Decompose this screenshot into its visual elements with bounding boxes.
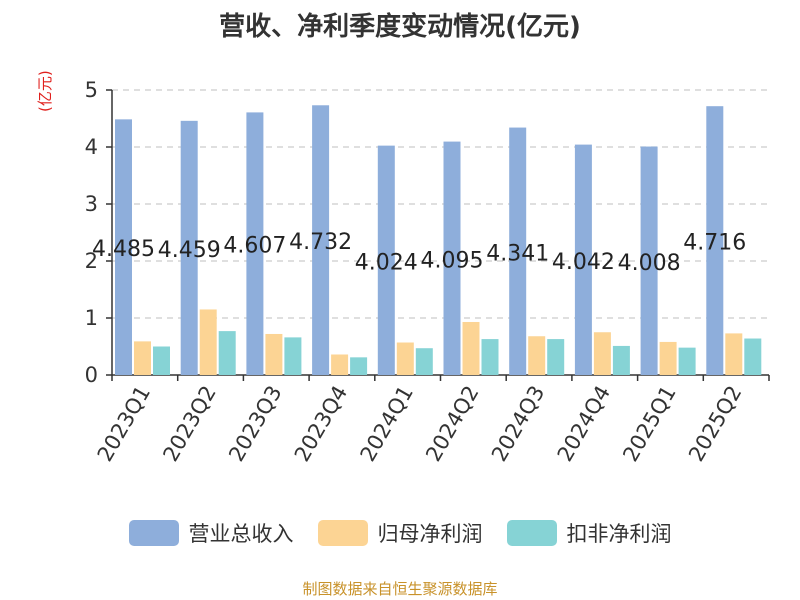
bar bbox=[199, 309, 217, 375]
legend-swatch-revenue bbox=[128, 520, 179, 546]
bar bbox=[443, 141, 461, 375]
y-tick-label: 0 bbox=[85, 363, 98, 387]
bar bbox=[612, 345, 630, 375]
bar bbox=[574, 144, 592, 375]
bar bbox=[284, 337, 302, 375]
x-tick-label: 2024Q1 bbox=[356, 382, 418, 466]
x-tick-label: 2025Q2 bbox=[684, 382, 746, 466]
bar bbox=[115, 119, 132, 375]
data-label: 4.732 bbox=[289, 230, 352, 255]
y-tick-label: 3 bbox=[85, 192, 98, 216]
bar bbox=[678, 347, 696, 375]
data-source-note: 制图数据来自恒生聚源数据库 bbox=[302, 580, 498, 598]
data-label: 4.024 bbox=[355, 250, 418, 275]
legend-item-net-profit[interactable]: 归母净利润 bbox=[317, 518, 483, 548]
bar bbox=[593, 332, 611, 375]
data-label: 4.716 bbox=[683, 231, 746, 256]
legend: 营业总收入 归母净利润 扣非净利润 bbox=[0, 518, 800, 548]
legend-label-revenue: 营业总收入 bbox=[188, 522, 294, 546]
data-label: 4.341 bbox=[486, 241, 549, 266]
bar bbox=[246, 112, 264, 375]
bar bbox=[659, 341, 677, 375]
x-tick-label: 2023Q3 bbox=[224, 382, 286, 466]
data-label: 4.459 bbox=[158, 238, 221, 263]
data-label: 4.485 bbox=[92, 237, 155, 262]
bar bbox=[134, 341, 151, 375]
bar bbox=[312, 105, 330, 375]
bar bbox=[481, 339, 499, 375]
y-tick-label: 5 bbox=[85, 78, 98, 102]
data-label: 4.095 bbox=[421, 248, 484, 273]
bar bbox=[180, 120, 198, 375]
data-label: 4.008 bbox=[618, 251, 681, 276]
bar bbox=[415, 348, 433, 375]
chart-title: 营收、净利季度变动情况(亿元) bbox=[219, 12, 581, 42]
bar bbox=[462, 321, 480, 375]
bar bbox=[547, 339, 565, 375]
data-label: 4.607 bbox=[223, 234, 286, 259]
x-tick-label: 2023Q4 bbox=[290, 382, 352, 466]
y-tick-label: 2 bbox=[85, 249, 98, 273]
x-tick-label: 2023Q1 bbox=[93, 382, 155, 466]
x-tick-label: 2024Q2 bbox=[421, 381, 483, 465]
legend-item-revenue[interactable]: 营业总收入 bbox=[128, 518, 294, 548]
x-tick-label: 2023Q2 bbox=[158, 382, 220, 466]
bar bbox=[377, 145, 395, 375]
legend-item-non-gaap[interactable]: 扣非净利润 bbox=[506, 518, 672, 548]
x-tick-label: 2024Q4 bbox=[553, 382, 615, 466]
bar bbox=[350, 357, 368, 375]
bar bbox=[744, 338, 762, 375]
bar bbox=[528, 336, 546, 375]
legend-swatch-non-gaap bbox=[506, 520, 557, 546]
bar bbox=[218, 331, 236, 375]
x-tick-label: 2025Q1 bbox=[618, 382, 680, 466]
bar bbox=[640, 146, 658, 375]
bar bbox=[265, 333, 283, 375]
bar bbox=[396, 342, 414, 375]
legend-swatch-net-profit bbox=[317, 520, 368, 546]
data-label: 4.042 bbox=[552, 250, 615, 275]
bar bbox=[509, 127, 527, 375]
bar bbox=[331, 354, 349, 375]
legend-label-net-profit: 归母净利润 bbox=[377, 522, 483, 546]
x-tick-label: 2024Q3 bbox=[487, 382, 549, 466]
bar bbox=[153, 346, 170, 375]
bar bbox=[725, 333, 743, 375]
y-tick-label: 4 bbox=[85, 135, 98, 159]
legend-label-non-gaap: 扣非净利润 bbox=[566, 522, 672, 546]
bar bbox=[706, 106, 724, 376]
y-tick-label: 1 bbox=[85, 306, 98, 330]
